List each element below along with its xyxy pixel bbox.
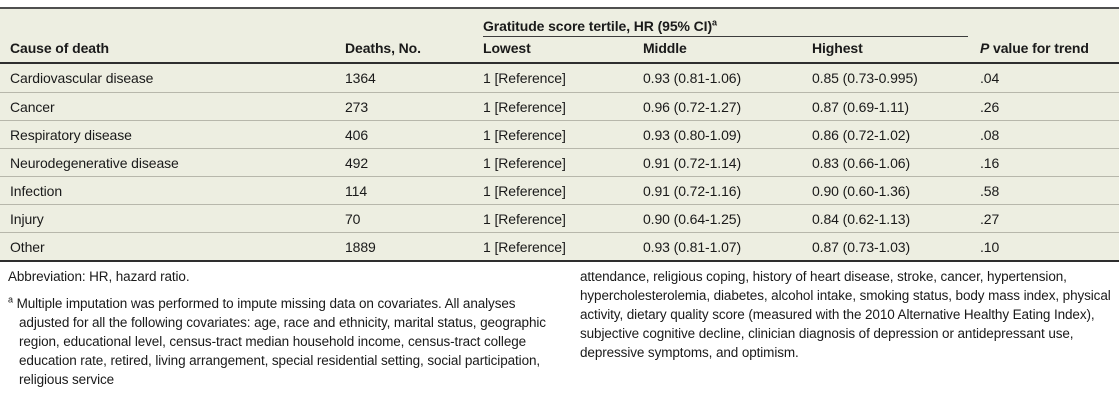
cell-highest: 0.90 (0.60-1.36) [812,182,911,199]
cell-lowest: 1 [Reference] [483,70,566,86]
column-header-highest: Highest [812,40,863,56]
column-header-middle: Middle [643,40,687,56]
cell-cause: Neurodegenerative disease [10,154,179,171]
cell-deaths: 273 [345,98,369,115]
spanner-header-gratitude-tertile: Gratitude score tertile, HR (95% CI)a [483,18,968,37]
table-header-row: Cause of death Deaths, No. Lowest Middle… [0,37,1119,64]
cell-lowest: 1 [Reference] [483,182,566,199]
table-row: Respiratory disease 406 1 [Reference] 0.… [0,120,1119,148]
table-row: Cardiovascular disease 1364 1 [Reference… [0,64,1119,92]
cell-highest: 0.83 (0.66-1.06) [812,154,911,171]
column-header-cause-of-death: Cause of death [10,40,109,56]
footnotes: Abbreviation: HR, hazard ratio. a Multip… [0,262,1119,389]
table-row: Injury 70 1 [Reference] 0.90 (0.64-1.25)… [0,204,1119,232]
table-spanner-row: Gratitude score tertile, HR (95% CI)a [0,9,1119,37]
cell-middle: 0.91 (0.72-1.14) [643,154,742,171]
cell-middle: 0.93 (0.81-1.06) [643,70,742,86]
spanner-label: Gratitude score tertile, HR (95% CI) [483,18,713,34]
cell-highest: 0.85 (0.73-0.995) [812,70,918,86]
cell-lowest: 1 [Reference] [483,210,566,227]
footnote-column-right: attendance, religious coping, history of… [580,267,1119,389]
table-row: Infection 114 1 [Reference] 0.91 (0.72-1… [0,176,1119,204]
cell-p-value: .04 [980,70,1000,86]
cell-lowest: 1 [Reference] [483,154,566,171]
cell-lowest: 1 [Reference] [483,238,566,255]
cell-middle: 0.90 (0.64-1.25) [643,210,742,227]
cell-p-value: .08 [980,126,1000,143]
cell-deaths: 492 [345,154,369,171]
cell-cause: Respiratory disease [10,126,132,143]
p-italic: P [980,40,990,56]
table-row: Other 1889 1 [Reference] 0.93 (0.81-1.07… [0,232,1119,260]
cell-highest: 0.86 (0.72-1.02) [812,126,911,143]
cell-middle: 0.96 (0.72-1.27) [643,98,742,115]
cell-cause: Injury [10,210,44,227]
table-row: Neurodegenerative disease 492 1 [Referen… [0,148,1119,176]
cell-p-value: .27 [980,210,1000,227]
cell-lowest: 1 [Reference] [483,126,566,143]
footnote-a-text-right: attendance, religious coping, history of… [580,269,1111,360]
cell-p-value: .16 [980,154,1000,171]
cell-deaths: 406 [345,126,369,143]
cell-p-value: .26 [980,98,1000,115]
cell-cause: Cardiovascular disease [10,70,154,86]
cell-highest: 0.84 (0.62-1.13) [812,210,911,227]
cell-deaths: 70 [345,210,361,227]
spanner-spacer-deaths [345,31,483,37]
cell-lowest: 1 [Reference] [483,98,566,115]
cell-cause: Infection [10,182,63,199]
spanner-spacer-cause [0,31,345,37]
column-header-lowest: Lowest [483,40,531,56]
cell-middle: 0.93 (0.80-1.09) [643,126,742,143]
cell-highest: 0.87 (0.69-1.11) [812,98,909,115]
cell-cause: Cancer [10,98,55,115]
footnote-a-text-left: Multiple imputation was performed to imp… [16,296,546,387]
table-row: Cancer 273 1 [Reference] 0.96 (0.72-1.27… [0,92,1119,120]
cell-cause: Other [10,238,45,255]
table-figure: Gratitude score tertile, HR (95% CI)a Ca… [0,7,1119,416]
cell-middle: 0.93 (0.81-1.07) [643,238,742,255]
abbreviation-note: Abbreviation: HR, hazard ratio. [8,269,190,284]
cell-p-value: .10 [980,238,1000,255]
cell-deaths: 114 [345,182,368,199]
footnote-column-left: Abbreviation: HR, hazard ratio. a Multip… [0,267,552,389]
cell-deaths: 1889 [345,238,376,255]
cell-deaths: 1364 [345,70,376,86]
spanner-spacer-pvalue [980,31,1119,37]
column-header-p-value: P value for trend [980,40,1119,62]
cell-highest: 0.87 (0.73-1.03) [812,238,911,255]
p-rest: value for trend [989,40,1089,56]
table-body: Cardiovascular disease 1364 1 [Reference… [0,64,1119,260]
cell-p-value: .58 [980,182,1000,199]
cell-middle: 0.91 (0.72-1.16) [643,182,742,199]
hazard-ratio-table: Gratitude score tertile, HR (95% CI)a Ca… [0,7,1119,262]
footnote-a-marker: a [8,294,13,305]
footnote-a: a Multiple imputation was performed to i… [8,294,552,389]
column-header-deaths: Deaths, No. [345,40,421,56]
spanner-footnote-marker: a [712,17,717,28]
